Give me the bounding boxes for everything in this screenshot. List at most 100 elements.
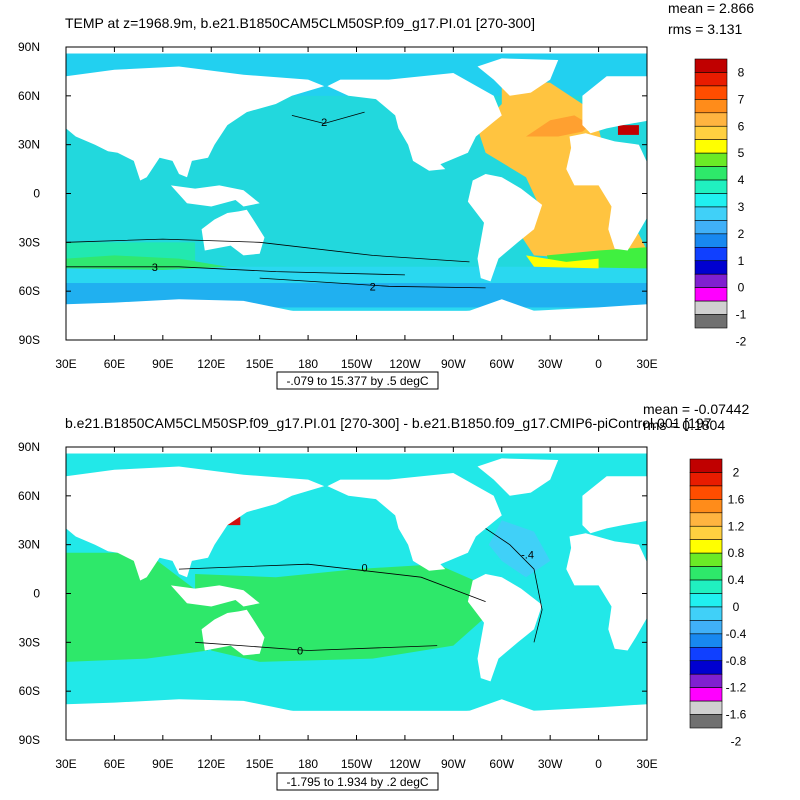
- x-tick-label: 150E: [246, 757, 274, 771]
- colorbar-label: 2: [738, 227, 745, 241]
- stats-mean: mean = -0.07442: [643, 401, 749, 417]
- land-mask: [66, 466, 325, 581]
- land-mask: [66, 699, 647, 740]
- colorbar-swatch: [689, 700, 723, 715]
- land-mask: [66, 66, 325, 181]
- contour-label: -.4: [521, 549, 534, 561]
- x-tick-label: 30W: [538, 757, 563, 771]
- colorbar-label: 7: [738, 92, 745, 106]
- x-tick-label: 120W: [389, 757, 421, 771]
- chart-title: TEMP at z=1968.9m, b.e21.B1850CAM5CLM50S…: [65, 15, 535, 31]
- atlantic-warm-patch: [526, 115, 591, 137]
- colorbar-label: 0: [738, 281, 745, 295]
- x-tick-label: 60E: [104, 357, 125, 371]
- colorbar-swatch: [694, 287, 728, 302]
- land-mask: [582, 76, 647, 134]
- colorbar-swatch: [689, 485, 723, 500]
- land-mask: [467, 174, 543, 282]
- x-tick-label: 90W: [441, 357, 466, 371]
- x-tick-label: 30E: [636, 757, 657, 771]
- contour-line: [291, 111, 365, 124]
- colorbar-swatch: [694, 152, 728, 167]
- x-tick-label: 180: [298, 757, 318, 771]
- ocean-field: [66, 53, 647, 340]
- atlantic-cool-patch: [488, 520, 551, 578]
- colorbar-swatch: [694, 260, 728, 275]
- land-mask: [170, 585, 260, 607]
- x-tick-label: 30W: [538, 357, 563, 371]
- x-tick-label: 150W: [341, 357, 373, 371]
- contour-info-frame: [276, 772, 439, 791]
- y-tick-label: 30S: [19, 635, 40, 649]
- y-tick-label: 30N: [18, 138, 40, 152]
- land-mask: [327, 73, 502, 171]
- land-mask: [467, 574, 543, 682]
- x-tick-label: 0: [595, 357, 602, 371]
- warm-band: [66, 255, 228, 270]
- y-tick-label: 60S: [19, 684, 40, 698]
- contour-line: [65, 238, 470, 263]
- mediterranean-patch: [617, 125, 639, 135]
- map-panel-1: 30E 60E 90E 120E 150E 180 150W 120W 90W 60W 30W 0 30…: [18, 40, 658, 371]
- colorbar-swatch: [689, 673, 723, 688]
- contour-info-label: -.079 to 15.377 by .5 degC: [286, 374, 428, 388]
- colorbar-swatch: [694, 179, 728, 194]
- colorbar-label: 1: [738, 254, 745, 268]
- land-mask: [477, 458, 559, 496]
- land-mask: [477, 58, 559, 96]
- colorbar-swatch: [694, 193, 728, 208]
- contour-line: [485, 528, 543, 643]
- colorbar-swatch: [689, 579, 723, 594]
- contour-label: 0: [297, 645, 303, 657]
- colorbar-swatch: [689, 525, 723, 540]
- colorbar-swatch: [689, 458, 723, 473]
- colorbar-label: -1.6: [726, 708, 747, 722]
- colorbar-swatch: [689, 539, 723, 554]
- colorbar-swatch: [694, 139, 728, 154]
- colorbar-label: -0.8: [726, 654, 747, 668]
- colorbar-label: -1: [736, 308, 747, 322]
- colorbar-swatch: [689, 687, 723, 702]
- y-tick-label: 0: [33, 587, 40, 601]
- colorbar-label: -2: [731, 734, 742, 748]
- contour-info-box: -1.795 to 1.934 by .2 degC: [276, 772, 439, 791]
- colorbar-label: -0.4: [726, 627, 747, 641]
- colorbar-swatch: [694, 166, 728, 181]
- colorbar-swatch: [694, 314, 728, 329]
- land-mask: [582, 476, 647, 534]
- colorbar-swatch: [689, 646, 723, 662]
- y-tick-label: 0: [33, 187, 40, 201]
- colorbar-swatch: [694, 206, 728, 221]
- x-tick-label: 30E: [55, 357, 76, 371]
- colorbar-swatch: [689, 714, 723, 729]
- colorbar-swatch: [694, 58, 728, 73]
- colorbar-label: 0.8: [728, 546, 745, 560]
- x-tick-label: 0: [595, 757, 602, 771]
- colorbar-swatch: [689, 606, 723, 621]
- contour-line: [178, 563, 486, 602]
- stats-mean: mean = 2.866: [668, 0, 754, 16]
- colorbar-label: 0: [733, 600, 740, 614]
- colorbar-swatch: [694, 125, 728, 140]
- pacific-band: [195, 564, 494, 662]
- colorbar-label: 1.6: [728, 492, 745, 506]
- colorbar-swatch: [689, 499, 723, 514]
- chart-title: b.e21.B1850CAM5CLM50SP.f09_g17.PI.01 [27…: [65, 415, 712, 431]
- land-mask: [566, 133, 647, 251]
- y-tick-label: 60S: [19, 284, 40, 298]
- colorbar-swatch: [689, 512, 723, 527]
- colorbar-label: 4: [738, 173, 745, 187]
- contour-lines: [65, 111, 486, 289]
- land-mask: [566, 533, 647, 651]
- stats-rms: rms = 3.131: [668, 21, 743, 37]
- y-tick-label: 60N: [18, 489, 40, 503]
- contour-line: [66, 266, 405, 276]
- ocean-field: [66, 453, 647, 740]
- x-tick-label: 90E: [152, 757, 173, 771]
- contour-info-frame: [276, 371, 439, 390]
- colorbar-swatch: [689, 472, 723, 487]
- contour-info-box: -.079 to 15.377 by .5 degC: [276, 371, 439, 390]
- colorbar-swatch: [689, 566, 723, 581]
- colorbar: 2 1.6 1.2 0.8 0.4 0 -0.4 -0.8 -1.2 -1.6 -2: [689, 458, 747, 748]
